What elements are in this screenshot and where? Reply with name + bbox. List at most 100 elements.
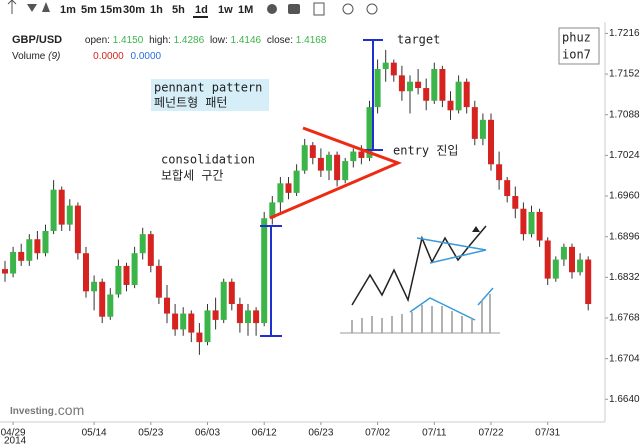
candle-body	[131, 253, 138, 285]
author: ion7	[562, 48, 591, 62]
candle-body	[496, 164, 503, 181]
candle-body	[350, 151, 357, 162]
x-tick-label: 06/12	[252, 428, 277, 439]
candle-body	[188, 313, 195, 333]
candle-body	[488, 119, 494, 165]
candle-body	[42, 230, 49, 254]
candle-body	[447, 100, 454, 111]
icon	[27, 4, 37, 12]
x-tick-label: 06/23	[308, 428, 333, 439]
candle-body	[334, 154, 341, 181]
candle-body	[196, 332, 203, 343]
y-tick-label: 1.6704	[609, 353, 640, 364]
y-tick-label: 1.6640	[609, 394, 640, 405]
candle-body	[34, 239, 41, 254]
candle-body	[431, 69, 438, 101]
candle-body	[301, 145, 308, 171]
interval[interactable]: 1m	[60, 4, 76, 16]
interval[interactable]: 1h	[150, 4, 163, 16]
candle-body	[390, 62, 397, 76]
x-tick-label: 07/11	[422, 428, 447, 439]
x-tick-label: 06/03	[195, 428, 220, 439]
year-label: 2014	[4, 436, 27, 447]
value: 1.4150	[113, 35, 144, 46]
candle-body	[342, 161, 349, 181]
candle-body	[326, 154, 332, 171]
y-tick-label: 1.6832	[609, 272, 640, 283]
candle-body	[455, 81, 462, 111]
candle-body	[569, 246, 575, 273]
info: GBP/USD open: 1.4150 high: 1.4286 low: 1…	[12, 34, 327, 46]
brand-suffix: .com	[54, 402, 84, 418]
print-icon[interactable]	[313, 2, 325, 16]
x-tick-label: 05/14	[82, 428, 107, 439]
candle-body	[228, 281, 235, 305]
candle-body	[293, 170, 300, 193]
candle-body	[74, 205, 81, 254]
candle-body	[471, 107, 478, 139]
interval[interactable]: 1d	[195, 4, 208, 16]
candle-body	[204, 310, 211, 343]
candle-body	[164, 297, 170, 314]
plot	[2, 49, 592, 355]
value: 1.4286	[174, 35, 205, 46]
x-tick-label: 07/31	[535, 428, 560, 439]
candle-body	[83, 253, 89, 292]
candle-body	[560, 246, 567, 260]
pennant-lines	[269, 126, 403, 220]
candle-body	[528, 211, 535, 235]
candle-body	[536, 211, 543, 241]
candle-body	[277, 183, 284, 203]
x-tick-label: 04/29	[1, 428, 26, 439]
candle-body	[26, 239, 33, 261]
candle-body	[358, 151, 365, 158]
y-tick-label: 1.7088	[609, 109, 640, 120]
candle-body	[398, 75, 405, 92]
candle-body	[99, 281, 106, 317]
candle-body	[18, 251, 25, 261]
toolbar: 1m 5m 15m 30m 1h 5h 1d 1w 1M	[7, 0, 378, 18]
x-tick-label: 07/02	[365, 428, 390, 439]
candle-body	[220, 281, 227, 320]
camera-icon[interactable]	[288, 4, 300, 14]
cloud-icon[interactable]	[342, 3, 354, 15]
x-tick-label: 05/23	[138, 428, 163, 439]
candle-body	[10, 251, 17, 274]
interval[interactable]: 5h	[172, 4, 185, 16]
candle-body	[212, 310, 219, 320]
interval[interactable]: 30m	[123, 4, 145, 16]
cloud-icon[interactable]	[366, 3, 378, 15]
candle-body	[2, 269, 8, 274]
candle-body	[180, 313, 187, 330]
candle-body	[91, 281, 98, 292]
candle-body	[544, 240, 551, 279]
y-tick-label: 1.6768	[609, 313, 640, 324]
note: pennant pattern	[154, 81, 262, 95]
candle-body	[585, 259, 592, 305]
label: close:	[267, 35, 293, 46]
symbol: GBP/USD	[12, 34, 62, 46]
label: high:	[149, 35, 171, 46]
candle-body	[245, 310, 251, 324]
candle-body	[366, 107, 373, 158]
candle-body	[309, 145, 316, 158]
settings-icon[interactable]	[267, 4, 277, 14]
candle-body	[123, 265, 130, 285]
interval[interactable]: 1w	[218, 4, 233, 16]
candle-body	[253, 310, 260, 324]
interval[interactable]: 5m	[81, 4, 97, 16]
note: entry 진입	[393, 144, 458, 158]
candle-body	[423, 88, 430, 101]
candle-body	[374, 69, 381, 108]
author: phuz	[562, 31, 591, 45]
interval[interactable]: 15m	[100, 4, 122, 16]
candle-body	[285, 183, 292, 193]
y-tick-label: 1.7024	[609, 150, 640, 161]
candle-body	[139, 234, 146, 254]
author-box	[558, 27, 600, 65]
candle-body	[147, 234, 154, 266]
value: 1.4168	[296, 35, 327, 46]
interval[interactable]: 1M	[238, 4, 253, 16]
note: target	[397, 33, 440, 47]
